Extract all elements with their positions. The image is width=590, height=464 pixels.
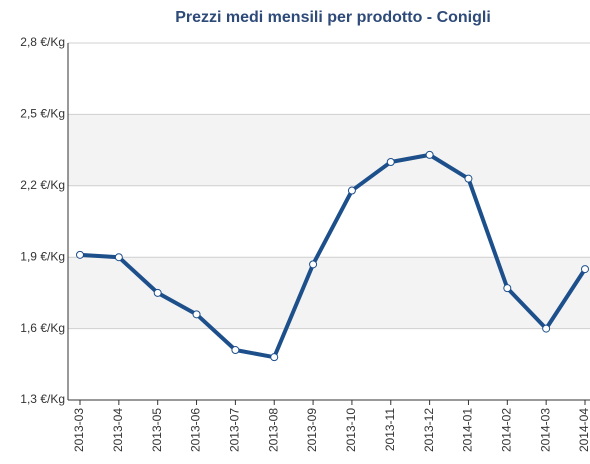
x-tick-label: 2013-12 <box>422 408 436 452</box>
x-tick-label: 2013-11 <box>383 408 397 451</box>
x-tick-label: 2013-10 <box>344 408 358 452</box>
series-line <box>79 152 587 360</box>
data-point <box>153 288 162 297</box>
plot-bands <box>68 114 590 329</box>
data-point <box>347 186 356 195</box>
x-tick-label: 2014-02 <box>499 408 513 452</box>
x-tick-label: 2013-03 <box>72 408 86 452</box>
x-tick-label: 2013-07 <box>228 408 242 452</box>
data-point <box>192 310 201 319</box>
data-point <box>581 265 589 274</box>
x-tick-label: 2013-06 <box>189 408 203 452</box>
y-tick-label: 2,8 €/Kg <box>20 35 65 49</box>
y-tick-label: 1,3 €/Kg <box>20 392 65 406</box>
data-point <box>542 324 551 333</box>
y-tick-label: 1,6 €/Kg <box>20 321 65 335</box>
y-tick-label: 1,9 €/Kg <box>20 249 65 263</box>
plot-band <box>68 114 590 186</box>
data-point <box>270 353 279 362</box>
y-tick-label: 2,5 €/Kg <box>20 107 65 121</box>
data-point <box>76 250 84 259</box>
x-tick-label: 2014-01 <box>461 408 475 452</box>
x-tick-label: 2013-05 <box>150 408 164 452</box>
chart-title: Prezzi medi mensili per prodotto - Conig… <box>175 9 491 26</box>
x-tick-label: 2014-04 <box>577 408 590 452</box>
x-tick-label: 2013-09 <box>305 408 319 452</box>
x-tick-label: 2013-04 <box>111 408 125 452</box>
data-point <box>503 284 512 293</box>
x-tick-label: 2013-08 <box>266 408 280 452</box>
data-point <box>386 158 395 166</box>
data-point <box>309 260 318 269</box>
data-point <box>464 174 473 183</box>
x-tick-label: 2014-03 <box>538 408 552 452</box>
data-point <box>231 346 240 355</box>
y-tick-label: 2,2 €/Kg <box>20 178 65 192</box>
data-point <box>425 150 434 159</box>
data-point <box>114 253 123 262</box>
